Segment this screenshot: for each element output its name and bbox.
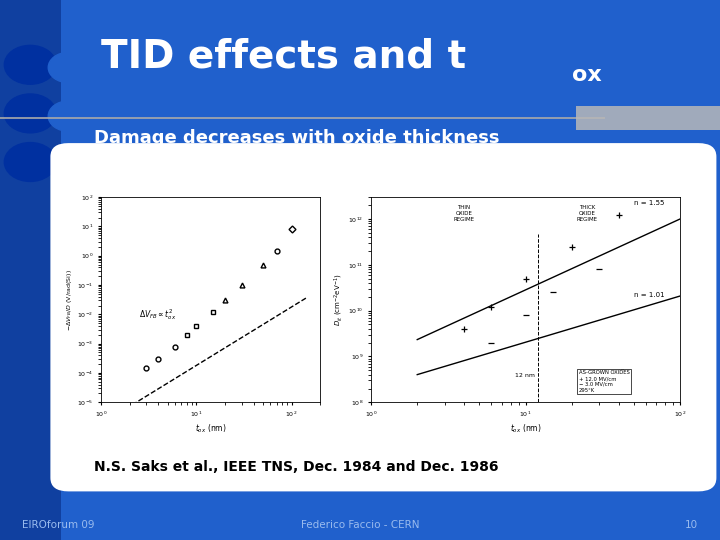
FancyBboxPatch shape — [50, 143, 716, 491]
Text: $\Delta D_{it} \sim t_{ox}^{n}$: $\Delta D_{it} \sim t_{ox}^{n}$ — [595, 367, 628, 379]
Circle shape — [4, 143, 56, 181]
Text: EIROforum 09: EIROforum 09 — [22, 520, 94, 530]
Text: n = 1.01: n = 1.01 — [634, 292, 665, 298]
Bar — [0, 0, 61, 540]
Circle shape — [4, 45, 56, 84]
Text: TID effects and t: TID effects and t — [101, 38, 466, 76]
Y-axis label: $-\Delta V_{FB}/D$ (V/rad(Si)): $-\Delta V_{FB}/D$ (V/rad(Si)) — [66, 269, 74, 330]
Text: n = 1.55: n = 1.55 — [634, 200, 664, 206]
Circle shape — [4, 94, 56, 133]
Text: $\Delta V_{FB} \propto t_{ox}^{2}$: $\Delta V_{FB} \propto t_{ox}^{2}$ — [139, 307, 176, 322]
X-axis label: $t_{ox}$ (nm): $t_{ox}$ (nm) — [195, 422, 226, 435]
Text: ox: ox — [572, 64, 602, 85]
Text: Damage decreases with oxide thickness: Damage decreases with oxide thickness — [94, 129, 499, 147]
X-axis label: $t_{ox}$ (nm): $t_{ox}$ (nm) — [510, 422, 541, 435]
Bar — [576, 106, 720, 130]
Circle shape — [48, 101, 89, 131]
Text: AS-GROWN OXIDES
+ 12.0 MV/cm
− 3.0 MV/cm
295°K: AS-GROWN OXIDES + 12.0 MV/cm − 3.0 MV/cm… — [579, 370, 629, 393]
Text: Federico Faccio - CERN: Federico Faccio - CERN — [301, 520, 419, 530]
Circle shape — [48, 52, 89, 83]
Y-axis label: $D_{it}$ (cm$^{-2}$eV$^{-1}$): $D_{it}$ (cm$^{-2}$eV$^{-1}$) — [333, 273, 345, 326]
Text: THIN
OXIDE
REGIME: THIN OXIDE REGIME — [454, 205, 474, 222]
Text: 12 nm: 12 nm — [515, 373, 535, 379]
Text: THICK
OXIDE
REGIME: THICK OXIDE REGIME — [577, 205, 598, 222]
Text: 10: 10 — [685, 520, 698, 530]
Text: N.S. Saks et al., IEEE TNS, Dec. 1984 and Dec. 1986: N.S. Saks et al., IEEE TNS, Dec. 1984 an… — [94, 460, 498, 474]
